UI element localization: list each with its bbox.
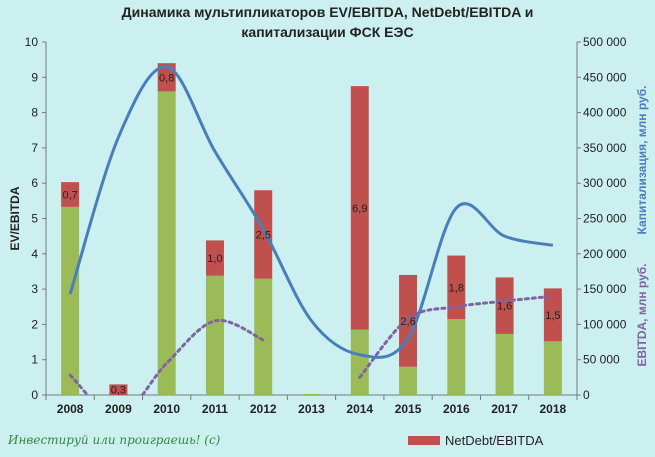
legend-label-netdebt: NetDebt/EBITDA (445, 433, 544, 448)
y2-tick-label: 400 000 (583, 106, 627, 120)
x-tick-label: 2017 (491, 402, 518, 416)
x-tick-label: 2008 (57, 402, 84, 416)
bar-ev-segment (205, 275, 224, 395)
data-labels: 0,7 0,3 0,8 1,0 2,5 6,9 2,6 1,8 1,6 1,5 (62, 72, 560, 396)
lines (68, 65, 555, 395)
data-label-netdebt: 6,9 (352, 203, 367, 215)
bar-netdebt-segment (254, 190, 273, 279)
y-tick-label: 2 (31, 317, 38, 331)
y-tick-label: 9 (31, 70, 38, 84)
bars (61, 63, 562, 396)
y2-tick-label: 450 000 (583, 70, 627, 84)
bar-netdebt-segment (109, 384, 128, 395)
x-tick-label: 2009 (105, 402, 132, 416)
line-ebitda (358, 294, 555, 379)
y2-axis-title-ebitda: EBITDA, млн руб. (635, 263, 649, 366)
data-label-netdebt: 1,8 (449, 282, 464, 294)
bar-netdebt-segment (495, 277, 514, 334)
y-tick-label: 7 (31, 141, 38, 155)
data-label-netdebt: 0,7 (62, 189, 77, 201)
bar-ev-segment (302, 394, 321, 395)
bar-netdebt-segment (543, 288, 562, 342)
y-axis-title: EV/EBITDA (8, 186, 22, 250)
y-tick-label: 1 (31, 353, 38, 367)
legend-swatch-netdebt (408, 436, 440, 445)
y2-tick-label: 50 000 (583, 353, 620, 367)
x-tick-label: 2016 (443, 402, 470, 416)
y2-tick-label: 500 000 (583, 35, 627, 49)
y2-tick-label: 250 000 (583, 212, 627, 226)
y-tick-label: 3 (31, 282, 38, 296)
bar-ev-segment (350, 329, 369, 395)
bar-ev-segment (543, 341, 562, 395)
chart-title-line-1: Динамика мультипликаторов EV/EBITDA, Net… (121, 4, 534, 20)
y2-tick-label: 100 000 (583, 317, 627, 331)
bar-netdebt-segment (205, 240, 224, 276)
y-tick-label: 10 (25, 35, 39, 49)
data-label-netdebt: 0,3 (111, 385, 126, 397)
x-tick-label: 2014 (346, 402, 373, 416)
x-tick-label: 2013 (298, 402, 325, 416)
y-tick-label: 5 (31, 212, 38, 226)
y2-tick-label: 350 000 (583, 141, 627, 155)
line-ebitda (68, 318, 265, 395)
y-tick-label: 8 (31, 106, 38, 120)
chart-title-line-2: капитализации ФСК ЕЭС (241, 24, 414, 40)
y2-tick-label: 150 000 (583, 282, 627, 296)
bar-ev-segment (447, 319, 466, 395)
x-tick-label: 2015 (395, 402, 422, 416)
bar-ev-segment (254, 278, 273, 395)
watermark: Инвестируй или проиграешь! (с) (8, 433, 221, 447)
bar-ev-segment (61, 206, 80, 395)
chart-title: Динамика мультипликаторов EV/EBITDA, Net… (0, 2, 655, 42)
bar-netdebt-segment (61, 182, 80, 207)
bar-netdebt-segment (350, 86, 369, 330)
x-tick-label: 2010 (153, 402, 180, 416)
line-capitalization (68, 65, 554, 359)
y-tick-label: 6 (31, 176, 38, 190)
legend: NetDebt/EBITDA (408, 433, 543, 448)
x-tick-label: 2018 (540, 402, 567, 416)
data-label-netdebt: 1,0 (207, 253, 222, 265)
y2-tick-label: 200 000 (583, 247, 627, 261)
y2-tick-label: 0 (583, 388, 590, 402)
x-tick-label: 2012 (250, 402, 277, 416)
bar-netdebt-segment (447, 255, 466, 320)
bar-ev-segment (495, 333, 514, 395)
data-label-netdebt: 2,5 (256, 229, 271, 241)
data-label-netdebt: 1,6 (497, 301, 512, 313)
y-tick-label: 0 (31, 388, 38, 402)
data-label-netdebt: 2,6 (400, 316, 415, 328)
data-label-netdebt: 1,5 (545, 310, 560, 322)
y2-tick-label: 300 000 (583, 176, 627, 190)
y2-axis-title-capitalization: Капитализация, млн руб. (635, 86, 649, 235)
bar-ev-segment (399, 366, 418, 395)
x-tick-label: 2011 (202, 402, 228, 416)
data-label-netdebt: 0,8 (159, 72, 174, 84)
bar-ev-segment (157, 91, 176, 396)
y-tick-label: 4 (31, 247, 38, 261)
